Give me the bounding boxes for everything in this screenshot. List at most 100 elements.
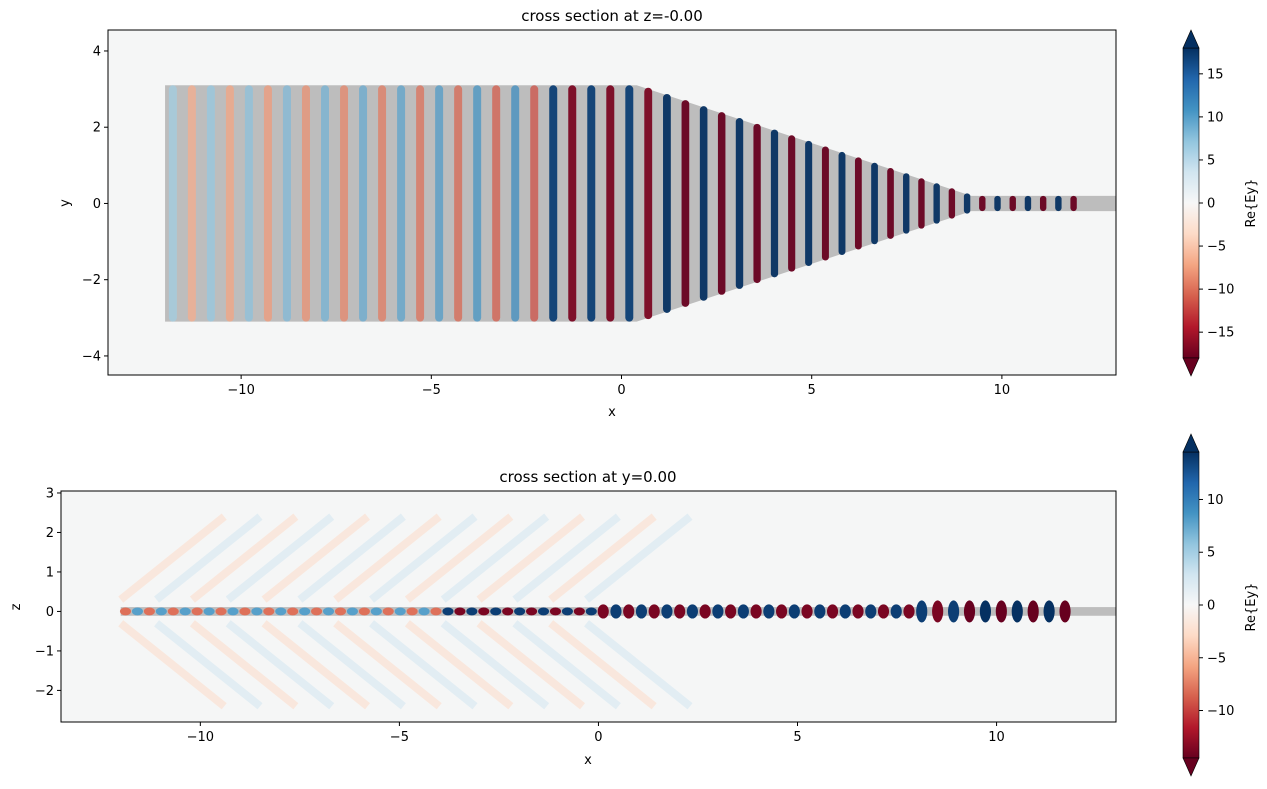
radiation-band xyxy=(369,620,478,710)
field-mode-lobe xyxy=(623,604,635,619)
y-tick-label: 0 xyxy=(46,605,54,620)
x-tick-label: 0 xyxy=(617,383,625,398)
field-mode-lobe xyxy=(239,607,251,616)
field-mode-lobe xyxy=(394,607,406,616)
field-wavefront xyxy=(359,85,368,322)
radiation-band xyxy=(369,513,478,603)
field-mode-lobe xyxy=(890,604,902,619)
radiation-band xyxy=(584,513,693,603)
field-wavefront xyxy=(753,123,761,284)
colorbar-extend-max xyxy=(1182,433,1200,453)
field-mode-lobe xyxy=(322,607,335,616)
field-mode-lobe xyxy=(947,600,960,623)
field-wavefront xyxy=(511,85,520,322)
y-tick-label: 1 xyxy=(46,565,54,580)
field-wavefront xyxy=(606,85,615,322)
field-wavefront xyxy=(340,85,349,322)
field-mode-lobe xyxy=(299,607,311,616)
field-mode-lobe xyxy=(406,607,418,616)
field-mode-lobe xyxy=(191,607,203,616)
colorbar-tick-label: 10 xyxy=(1207,493,1224,508)
x-tick-label: 10 xyxy=(988,730,1005,745)
field-mode-lobe xyxy=(839,604,851,619)
field-wavefront xyxy=(244,85,253,322)
radiation-band xyxy=(512,620,621,710)
y-tick-label: 3 xyxy=(46,486,54,501)
radiation-band xyxy=(189,620,299,710)
plot-frame xyxy=(60,490,1117,723)
colorbar: −10 −5 0 5 10 Re{Ey} xyxy=(1182,433,1259,777)
field-mode-lobe xyxy=(155,607,167,616)
field-wavefront xyxy=(903,173,910,234)
colorbar-tick-label: −5 xyxy=(1207,651,1226,666)
radiation-band xyxy=(297,513,406,603)
field-wavefront xyxy=(887,168,894,239)
field-mode-lobe xyxy=(725,604,737,619)
y-tick-label: 2 xyxy=(93,121,101,136)
x-tick-label: 0 xyxy=(594,730,602,745)
field-mode-lobe xyxy=(167,607,179,616)
colorbar-label: Re{Ey} xyxy=(1244,179,1259,228)
y-tick-label: −2 xyxy=(82,273,101,288)
field-mode-lobe xyxy=(995,600,1007,623)
field-mode-lobe xyxy=(712,604,724,619)
field-wavefront xyxy=(979,195,986,212)
chart-title: cross section at y=0.00 xyxy=(499,468,676,486)
colorbar-tick-label: 15 xyxy=(1207,67,1224,82)
field-wavefront xyxy=(821,146,829,261)
field-wavefront xyxy=(1024,195,1032,212)
field-mode-lobe xyxy=(750,604,762,619)
field-mode-lobe xyxy=(814,604,826,619)
field-mode-lobe xyxy=(537,607,550,616)
field-mode-lobe xyxy=(251,607,263,616)
field-mode-lobe xyxy=(763,604,775,619)
field-mode-lobe xyxy=(490,607,502,616)
colorbar-tick-label: 5 xyxy=(1207,546,1215,561)
field-wavefront xyxy=(1039,195,1047,212)
colorbar-tick-label: 0 xyxy=(1207,197,1215,212)
plot-frame xyxy=(107,29,1117,376)
field-wavefront xyxy=(282,85,291,322)
x-tick-label: −10 xyxy=(227,383,254,398)
field-wavefront xyxy=(321,85,329,322)
field-mode-lobe xyxy=(737,604,749,619)
field-mode-lobe xyxy=(877,604,890,619)
radiation-band xyxy=(154,620,263,710)
field-wavefront xyxy=(770,129,779,278)
field-mode-lobe xyxy=(788,604,800,619)
x-axis-label: x xyxy=(608,405,616,420)
field-wavefront xyxy=(918,178,925,229)
field-mode-lobe xyxy=(418,607,430,616)
field-mode-lobe xyxy=(1027,600,1039,623)
radiation-band xyxy=(261,620,371,710)
colorbar-tick-label: −5 xyxy=(1207,240,1226,255)
field-mode-lobe xyxy=(502,607,514,616)
field-wavefront xyxy=(568,85,577,322)
field-mode-lobe xyxy=(865,604,877,619)
field-mode-lobe xyxy=(1043,600,1055,623)
field-mode-lobe xyxy=(561,607,573,616)
field-mode-lobe xyxy=(454,607,466,616)
field-mode-lobe xyxy=(478,607,490,616)
radiation-band xyxy=(440,513,550,603)
radiation-band xyxy=(404,513,514,603)
colorbar-gradient xyxy=(1182,47,1200,359)
radiation-band xyxy=(512,513,621,603)
field-mode-lobe xyxy=(573,607,585,616)
radiation-band xyxy=(333,620,442,710)
field-wavefront xyxy=(717,112,726,295)
radiation-band xyxy=(333,513,442,603)
field-mode-lobe xyxy=(635,604,648,619)
field-mode-lobe xyxy=(648,604,660,619)
field-mode-lobe xyxy=(131,607,144,616)
field-map xyxy=(165,85,1116,322)
field-mode-lobe xyxy=(203,607,215,616)
field-wavefront xyxy=(1055,195,1062,212)
radiation-band xyxy=(225,513,335,603)
radiation-band xyxy=(476,513,586,603)
chart-title: cross section at z=-0.00 xyxy=(521,7,703,25)
field-wavefront xyxy=(530,85,539,322)
x-axis: −10 −5 0 5 10 xyxy=(187,722,1005,745)
radiation-band xyxy=(225,620,335,710)
